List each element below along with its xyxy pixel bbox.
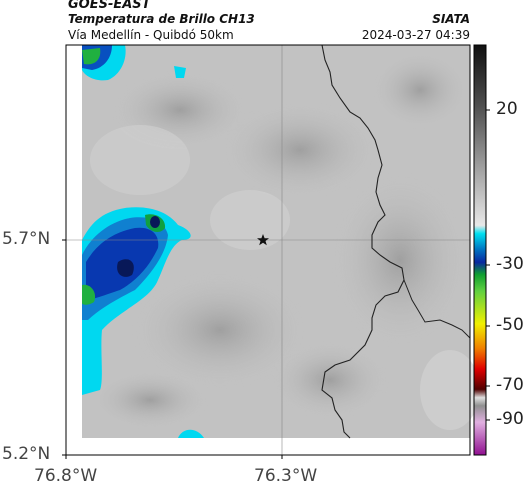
colorbar-label-neg90: -90 bbox=[496, 409, 524, 429]
cold-cloud-bottom bbox=[178, 429, 204, 438]
cold-cloud-west bbox=[82, 207, 191, 395]
cold-cloud-small bbox=[174, 66, 186, 78]
lat-label-5-7: 5.7°N bbox=[2, 229, 51, 249]
region-subtitle: Vía Medellín - Quibdó 50km bbox=[68, 28, 234, 42]
colorbar-label-neg50: -50 bbox=[496, 315, 524, 335]
organization-label: SIATA bbox=[432, 12, 470, 26]
colorbar-label-neg30: -30 bbox=[496, 254, 524, 274]
boundary-line bbox=[321, 44, 405, 439]
lon-label-76-3: 76.3°W bbox=[254, 466, 318, 486]
cloud-texture bbox=[90, 50, 480, 430]
cold-cloud-top-left bbox=[82, 45, 126, 81]
lon-label-76-8: 76.8°W bbox=[34, 466, 98, 486]
satellite-title: GOES-EAST bbox=[68, 0, 151, 12]
datetime-label: 2024-03-27 04:39 bbox=[361, 28, 470, 42]
lat-label-5-2: 5.2°N bbox=[2, 444, 51, 464]
location-star-marker[interactable] bbox=[257, 234, 269, 246]
colorbar-label-20: 20 bbox=[496, 99, 518, 119]
colorbar-ticks bbox=[486, 109, 490, 421]
product-title: Temperatura de Brillo CH13 bbox=[68, 12, 255, 26]
axes-frame bbox=[65, 44, 471, 456]
river-line bbox=[403, 279, 471, 339]
colorbar-label-neg70: -70 bbox=[496, 375, 524, 395]
colorbar bbox=[473, 44, 487, 456]
